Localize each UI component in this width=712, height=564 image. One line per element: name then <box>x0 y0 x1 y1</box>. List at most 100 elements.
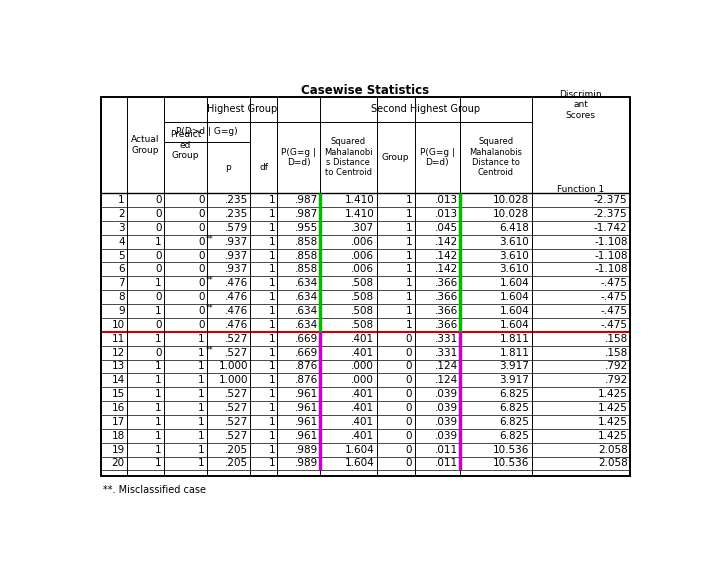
Text: .401: .401 <box>351 347 375 358</box>
Text: 0: 0 <box>406 444 412 455</box>
Text: .989: .989 <box>294 444 318 455</box>
Text: .401: .401 <box>351 431 375 440</box>
Text: 1.604: 1.604 <box>345 459 375 469</box>
Text: 1.811: 1.811 <box>499 334 529 343</box>
Text: 1.000: 1.000 <box>219 362 248 372</box>
Text: 1.425: 1.425 <box>598 431 627 440</box>
Text: .158: .158 <box>604 334 627 343</box>
Text: 1: 1 <box>268 347 275 358</box>
Text: 1: 1 <box>155 403 162 413</box>
Text: .476: .476 <box>224 292 248 302</box>
Bar <box>100 97 630 476</box>
Text: .876: .876 <box>294 362 318 372</box>
Text: .955: .955 <box>294 223 318 233</box>
Text: Function 1: Function 1 <box>557 185 604 194</box>
Text: .235: .235 <box>224 195 248 205</box>
Text: 0: 0 <box>198 265 204 275</box>
Text: .011: .011 <box>435 444 458 455</box>
Text: Actual
Group: Actual Group <box>131 135 159 155</box>
Text: 10: 10 <box>112 320 125 330</box>
Text: .527: .527 <box>224 347 248 358</box>
Text: 1: 1 <box>198 403 204 413</box>
Text: 1: 1 <box>406 223 412 233</box>
Text: 1: 1 <box>155 334 162 343</box>
Text: 10.536: 10.536 <box>493 459 529 469</box>
Text: -1.108: -1.108 <box>594 237 627 246</box>
Text: .508: .508 <box>351 320 375 330</box>
Text: 3.917: 3.917 <box>499 375 529 385</box>
Text: Group: Group <box>382 153 409 162</box>
Text: .039: .039 <box>435 431 458 440</box>
Text: .527: .527 <box>224 389 248 399</box>
Text: .669: .669 <box>294 334 318 343</box>
Text: .158: .158 <box>604 347 627 358</box>
Text: .000: .000 <box>351 362 375 372</box>
Text: 1: 1 <box>268 195 275 205</box>
Text: 2: 2 <box>118 209 125 219</box>
Text: 0: 0 <box>406 334 412 343</box>
Text: .527: .527 <box>224 431 248 440</box>
Text: 6.825: 6.825 <box>499 417 529 427</box>
Text: 1: 1 <box>155 375 162 385</box>
Text: .961: .961 <box>294 417 318 427</box>
Text: .205: .205 <box>225 459 248 469</box>
Text: 0: 0 <box>198 320 204 330</box>
Text: .366: .366 <box>434 306 458 316</box>
Text: .205: .205 <box>225 444 248 455</box>
Text: .039: .039 <box>435 389 458 399</box>
Text: 1: 1 <box>406 209 412 219</box>
Text: 0: 0 <box>406 417 412 427</box>
Text: p: p <box>226 163 231 172</box>
Text: 1: 1 <box>268 320 275 330</box>
Text: 1.604: 1.604 <box>499 292 529 302</box>
Text: 0: 0 <box>406 347 412 358</box>
Text: 0: 0 <box>155 347 162 358</box>
Text: 1: 1 <box>406 195 412 205</box>
Text: .987: .987 <box>294 209 318 219</box>
Text: 14: 14 <box>111 375 125 385</box>
Text: 0: 0 <box>406 389 412 399</box>
Text: .366: .366 <box>434 320 458 330</box>
Text: .858: .858 <box>294 237 318 246</box>
Text: 1: 1 <box>268 237 275 246</box>
Text: .961: .961 <box>294 431 318 440</box>
Text: .013: .013 <box>435 195 458 205</box>
Text: .142: .142 <box>434 237 458 246</box>
Text: 1: 1 <box>268 265 275 275</box>
Text: Squared
Mahalanobi
s Distance
to Centroid: Squared Mahalanobi s Distance to Centroi… <box>324 137 372 178</box>
Text: .401: .401 <box>351 334 375 343</box>
Text: 1.425: 1.425 <box>598 403 627 413</box>
Text: 1.425: 1.425 <box>598 389 627 399</box>
Text: .006: .006 <box>351 237 375 246</box>
Text: 17: 17 <box>111 417 125 427</box>
Text: .013: .013 <box>435 209 458 219</box>
Text: 20: 20 <box>112 459 125 469</box>
Text: .401: .401 <box>351 389 375 399</box>
Text: .124: .124 <box>434 362 458 372</box>
Text: .476: .476 <box>224 306 248 316</box>
Text: .792: .792 <box>604 375 627 385</box>
Text: 1: 1 <box>198 362 204 372</box>
Text: -2.375: -2.375 <box>594 195 627 205</box>
Text: .401: .401 <box>351 417 375 427</box>
Text: -1.108: -1.108 <box>594 265 627 275</box>
Text: Highest Group: Highest Group <box>207 104 277 114</box>
Text: 0: 0 <box>198 237 204 246</box>
Text: .634: .634 <box>294 278 318 288</box>
Text: 0: 0 <box>198 306 204 316</box>
Text: -.475: -.475 <box>601 292 627 302</box>
Text: 1.604: 1.604 <box>499 320 529 330</box>
Text: .508: .508 <box>351 278 375 288</box>
Text: Second Highest Group: Second Highest Group <box>371 104 481 114</box>
Text: 0: 0 <box>198 278 204 288</box>
Text: .124: .124 <box>434 375 458 385</box>
Text: .006: .006 <box>351 265 375 275</box>
Text: P(D>d | G=g): P(D>d | G=g) <box>177 127 238 136</box>
Text: 1: 1 <box>198 375 204 385</box>
Text: .039: .039 <box>435 403 458 413</box>
Text: .527: .527 <box>224 334 248 343</box>
Text: 1: 1 <box>155 444 162 455</box>
Text: 6.825: 6.825 <box>499 431 529 440</box>
Text: 1.410: 1.410 <box>345 209 375 219</box>
Text: 0: 0 <box>155 195 162 205</box>
